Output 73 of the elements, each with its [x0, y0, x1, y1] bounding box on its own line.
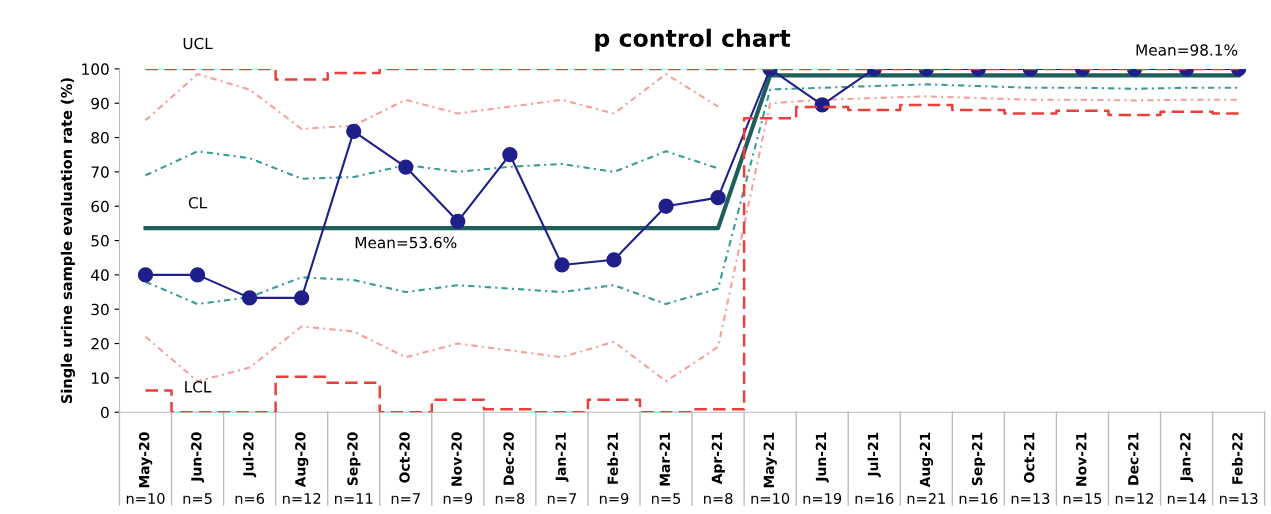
x-tick-label: Jul-20 [242, 432, 257, 478]
x-tick-label: Nov-20 [451, 432, 462, 486]
y-tick-label: 40 [91, 269, 109, 281]
annotation: Mean=98.1% [1136, 44, 1238, 56]
point [450, 213, 466, 229]
x-tick-label: Feb-21 [607, 432, 619, 484]
text: n=21 [907, 492, 945, 504]
text: n=16 [855, 492, 894, 505]
x-tick-label: Jan-21 [555, 432, 569, 482]
x-tick-label: Oct-21 [1023, 432, 1035, 483]
text: n=9 [599, 492, 629, 505]
text: n=12 [282, 492, 321, 504]
x-tick-label: Sep-20 [347, 432, 361, 486]
x-tick-label: Aug-21 [919, 432, 934, 488]
x-tick-label: Oct-20 [399, 432, 410, 483]
x-tick-label: Mar-21 [659, 432, 671, 486]
annotation: Mean=53.6% [355, 236, 457, 249]
y-tick-label: 50 [91, 235, 109, 247]
text: n=10 [126, 492, 165, 505]
text: n=5 [183, 493, 212, 505]
text: n=7 [547, 493, 577, 504]
text: n=12 [1115, 492, 1154, 504]
text: n=15 [1063, 493, 1102, 505]
text: n=6 [235, 492, 265, 505]
x-tick-label: Jun-21 [815, 432, 829, 483]
y-tick-label: 100 [82, 63, 109, 75]
y-tick-label: 80 [91, 132, 109, 144]
x-tick-label: Dec-21 [1128, 432, 1139, 485]
point [606, 252, 622, 268]
point [658, 198, 674, 214]
text: n=7 [391, 493, 420, 504]
y-tick-label: 70 [91, 166, 109, 178]
annotation: UCL [183, 37, 213, 50]
point [241, 290, 258, 306]
chart-title: p control chart [595, 28, 791, 52]
text: n=16 [959, 492, 998, 505]
point [398, 159, 414, 175]
annotation: LCL [185, 381, 212, 393]
y-axis-title: Single urine sample evaluation rate (%) [60, 78, 76, 404]
y-tick-label: 60 [91, 200, 109, 213]
x-tick-label: Jan-22 [1180, 432, 1194, 482]
x-tick-label: Apr-21 [711, 432, 725, 485]
x-tick-label: Jul-21 [867, 432, 881, 478]
text: n=8 [704, 492, 733, 505]
x-tick-label: Jun-20 [191, 432, 205, 483]
x-tick-label: Dec-20 [503, 432, 514, 485]
y-tick-label: 10 [91, 372, 109, 384]
text: n=11 [335, 493, 373, 504]
text: n=10 [751, 492, 790, 505]
x-tick-label: Sep-21 [971, 432, 986, 486]
text: n=9 [443, 492, 473, 505]
annotation: CL [188, 197, 208, 209]
x-tick-label: May-21 [763, 432, 777, 488]
y-tick-label: 90 [91, 97, 109, 110]
y-tick-label: 30 [91, 303, 109, 316]
text: n=19 [803, 492, 842, 505]
point [294, 290, 310, 306]
text: n=13 [1219, 492, 1258, 505]
text: n=8 [495, 492, 525, 505]
point [137, 267, 154, 283]
point [502, 147, 518, 163]
y-tick-label: 20 [91, 338, 109, 350]
text: n=5 [651, 493, 681, 505]
y-tick-label: 0 [101, 406, 109, 419]
text: n=14 [1167, 493, 1206, 504]
point [554, 257, 570, 273]
x-tick-label: Feb-22 [1231, 432, 1243, 484]
text: n=13 [1011, 492, 1050, 505]
point [189, 267, 206, 283]
point [710, 189, 726, 206]
x-tick-label: May-20 [138, 432, 153, 488]
x-tick-label: Nov-21 [1075, 432, 1087, 486]
x-tick-label: Aug-20 [295, 432, 309, 488]
